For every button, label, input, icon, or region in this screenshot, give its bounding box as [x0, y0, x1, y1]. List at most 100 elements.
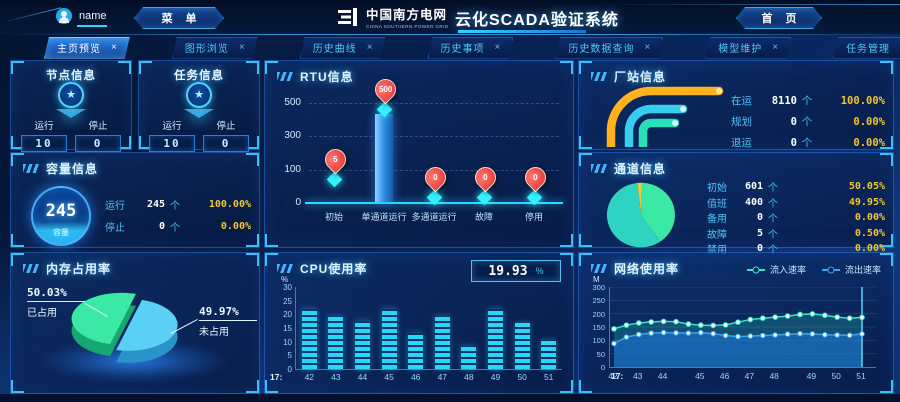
network-xlabel: 50 [831, 371, 841, 381]
tab-close-icon[interactable]: × [772, 42, 779, 53]
user-name-underline [77, 25, 107, 27]
title-slash-icon [23, 164, 39, 173]
network-ytick: 300 [592, 283, 605, 292]
cpu-bar [355, 321, 370, 369]
glow-triangle-icon [56, 109, 86, 118]
info-unit: 个 [768, 229, 778, 241]
cpu-bar [381, 308, 397, 369]
info-value: 400 [744, 196, 763, 208]
task-stop-block: 停止 0 [202, 118, 250, 152]
cpu-xlabel: 44 [357, 372, 368, 382]
network-legend: 流入速率 流出速率 [746, 263, 881, 276]
network-y-axis-unit: M [593, 275, 600, 284]
tab-1[interactable]: 主页预览 × [44, 37, 130, 59]
tab-6[interactable]: 模型维护 × [705, 37, 791, 59]
tab-4[interactable]: 历史事项 × [428, 37, 514, 59]
tab-bar: 主页预览×图形浏览×历史曲线×历史事项×历史数据查询×模型维护×任务管理× [44, 37, 896, 58]
panel-task-info: 任务信息 ★ 运行 10 停止 0 [138, 60, 260, 152]
menu-button[interactable]: 菜 单 [134, 7, 224, 29]
tab-label: 历史数据查询 [568, 44, 635, 55]
home-button[interactable]: 首 页 [736, 7, 822, 29]
info-row: 备用 0 个 0.00% [707, 210, 885, 226]
rtu-value-pin: 500 [370, 74, 400, 105]
cpu-bar [461, 345, 477, 369]
app-title-underline [458, 30, 586, 33]
info-row: 初始 601 个 50.05% [707, 179, 885, 195]
cpu-current-value-box: 19.93 % [471, 260, 561, 282]
app-title: 云化SCADA验证系统 [455, 12, 619, 29]
info-row: 停止 0 个 0.00% [105, 215, 251, 237]
tab-3[interactable]: 历史曲线 × [300, 37, 386, 59]
cpu-ytick: 10 [283, 337, 292, 347]
panel-memory-usage: 内存占用率 50.03% 已占用 49.97% 未占用 [10, 252, 260, 394]
title-slash-icon [277, 72, 293, 81]
info-label: 故障 [707, 229, 727, 241]
panel-title-row: 网络使用率 [591, 260, 679, 277]
station-arc-chart [606, 86, 724, 147]
info-percent: 0.00% [853, 115, 885, 128]
info-value: 0 [756, 243, 763, 255]
capacity-gauge: 245 容量 [31, 186, 91, 246]
user-avatar-icon[interactable] [56, 8, 72, 24]
cpu-chart: 0 5 10 15 20 25 30 17: 42 43 44 45 46 47 48 49 50 51 [270, 283, 562, 382]
panel-title-row: 容量信息 [23, 160, 98, 177]
panel-network-usage: 网络使用率 流入速率 流出速率 M 0 50 100 150 200 250 300 17: 42… [578, 252, 894, 394]
legend-dot-icon [827, 266, 835, 273]
info-unit: 个 [768, 214, 778, 226]
task-stop-label: 停止 [216, 121, 236, 132]
station-arc-planned [624, 104, 688, 147]
node-run-label: 运行 [34, 121, 54, 132]
rtu-bar [375, 114, 393, 202]
node-run-value: 10 [21, 135, 67, 152]
cpu-bar [514, 322, 530, 369]
info-label: 运行 [105, 200, 125, 212]
rtu-gridline [309, 136, 559, 138]
info-value: 5 [756, 227, 763, 239]
footer-strip [0, 394, 900, 402]
panel-channel-info: 通道信息 初始 601 个 50.05% 值班 400 个 49.95% 备用 0 个 0.00% 故障… [578, 152, 894, 256]
capacity-rows: 运行 245 个 100.00% 停止 0 个 0.00% [105, 193, 251, 237]
cpu-current-value: 19.93 [488, 263, 528, 279]
tab-7[interactable]: 任务管理× [833, 37, 900, 59]
tab-close-icon[interactable]: × [238, 42, 245, 53]
node-run-block: 运行 10 [20, 118, 68, 152]
info-label: 退运 [731, 137, 752, 149]
info-value: 8110 [771, 94, 797, 107]
tab-close-icon[interactable]: × [644, 42, 651, 53]
cpu-ytick: 5 [287, 351, 292, 361]
info-unit: 个 [170, 222, 180, 234]
legend-label: 流入速率 [769, 265, 806, 275]
tab-close-icon[interactable]: × [111, 42, 117, 53]
legend-label: 流出速率 [844, 265, 881, 275]
arc-end-dot [716, 88, 722, 94]
panel-cpu-usage: CPU使用率 19.93 % % 0 5 10 15 20 25 30 17: 42 43 44 45… [264, 252, 574, 394]
info-percent: 0.00% [854, 243, 885, 255]
info-label: 初始 [707, 183, 727, 195]
tab-2[interactable]: 图形浏览 × [172, 37, 258, 59]
info-unit: 个 [801, 95, 813, 107]
task-stop-value: 0 [203, 135, 249, 152]
rtu-pin-value: 0 [532, 173, 538, 183]
cpu-x-prefix: 17: [270, 372, 283, 382]
panel-title: 内存占用率 [46, 262, 112, 276]
csg-logo-icon [338, 8, 357, 26]
tab-close-icon[interactable]: × [366, 42, 373, 53]
cpu-bar [434, 315, 450, 369]
tab-label: 主页预览 [57, 44, 101, 55]
info-label: 规划 [731, 116, 752, 128]
info-unit: 个 [801, 116, 813, 128]
tab-close-icon[interactable]: × [494, 42, 501, 53]
user-name: name [79, 10, 107, 22]
task-star-badge-icon: ★ [186, 82, 212, 108]
station-arc-retired [638, 118, 680, 147]
panel-title: RTU信息 [300, 70, 354, 84]
brand-block: 中国南方电网 CHINA SOUTHERN POWER GRID [366, 4, 448, 29]
panel-title-row: 通道信息 [591, 160, 666, 177]
task-run-label: 运行 [162, 121, 182, 132]
info-percent: 0.00% [854, 212, 885, 224]
network-xlabel: 45 [695, 371, 705, 381]
panel-capacity-info: 容量信息 245 容量 运行 245 个 100.00% 停止 0 个 0.00% [10, 152, 260, 248]
callout-line [199, 320, 257, 321]
tab-5[interactable]: 历史数据查询 × [555, 37, 663, 59]
